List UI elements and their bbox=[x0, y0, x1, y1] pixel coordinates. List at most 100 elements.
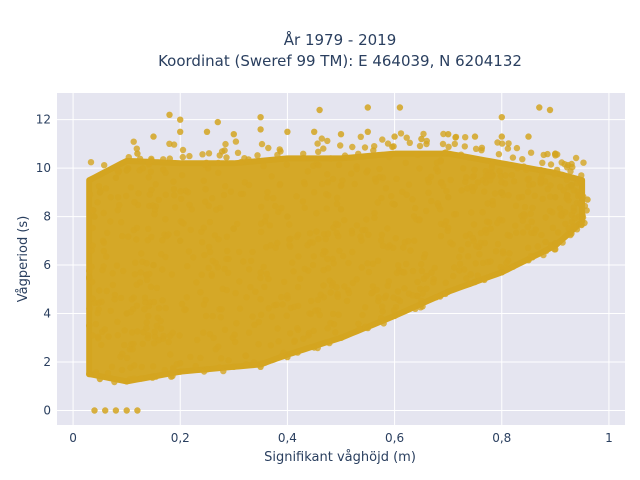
scatter-point bbox=[437, 158, 444, 165]
scatter-point bbox=[570, 204, 577, 211]
scatter-point bbox=[348, 230, 356, 237]
scatter-point bbox=[202, 296, 209, 304]
scatter-point bbox=[393, 175, 400, 182]
scatter-point bbox=[149, 363, 157, 370]
scatter-point bbox=[563, 164, 571, 171]
scatter-point bbox=[118, 219, 125, 226]
scatter-point bbox=[121, 327, 128, 334]
x-tick-label: 0,8 bbox=[492, 431, 511, 445]
scatter-point bbox=[311, 344, 318, 351]
scatter-point bbox=[86, 322, 93, 329]
scatter-point bbox=[104, 229, 111, 237]
scatter-point bbox=[252, 288, 259, 295]
scatter-point bbox=[284, 128, 291, 135]
scatter-point bbox=[300, 335, 307, 342]
scatter-point bbox=[150, 298, 158, 306]
scatter-point bbox=[327, 155, 334, 162]
scatter-point bbox=[243, 294, 250, 301]
scatter-point bbox=[378, 231, 386, 238]
scatter-point bbox=[248, 257, 255, 265]
scatter-point bbox=[439, 140, 447, 148]
scatter-point bbox=[178, 172, 186, 179]
scatter-point bbox=[375, 297, 382, 305]
scatter-point bbox=[562, 220, 569, 228]
scatter-point bbox=[308, 297, 315, 305]
scatter-point bbox=[578, 221, 585, 229]
scatter-point bbox=[236, 248, 243, 256]
scatter-point bbox=[563, 176, 571, 183]
scatter-point bbox=[166, 111, 173, 119]
scatter-point bbox=[262, 213, 270, 220]
scatter-point bbox=[88, 278, 96, 286]
scatter-point bbox=[380, 320, 387, 327]
scatter-point bbox=[119, 232, 126, 240]
scatter-point bbox=[123, 354, 131, 362]
scatter-point bbox=[378, 194, 385, 202]
scatter-point bbox=[141, 294, 149, 301]
scatter-point bbox=[209, 312, 216, 320]
y-tick-label: 4 bbox=[43, 307, 51, 321]
scatter-point bbox=[227, 188, 235, 195]
scatter-point bbox=[379, 174, 387, 181]
scatter-point bbox=[423, 207, 430, 215]
scatter-point bbox=[539, 195, 546, 203]
scatter-point bbox=[420, 130, 427, 138]
scatter-point bbox=[270, 194, 277, 202]
scatter-point bbox=[581, 202, 589, 210]
scatter-point bbox=[478, 144, 486, 151]
scatter-point bbox=[552, 194, 559, 201]
scatter-point bbox=[291, 338, 298, 345]
scatter-point bbox=[489, 201, 497, 208]
scatter-point bbox=[242, 352, 250, 360]
scatter-point bbox=[123, 167, 130, 174]
scatter-point bbox=[414, 292, 421, 300]
scatter-point bbox=[178, 300, 186, 308]
scatter-point bbox=[461, 143, 468, 150]
scatter-point bbox=[197, 354, 204, 361]
scatter-point bbox=[468, 183, 475, 190]
scatter-point bbox=[197, 289, 204, 296]
scatter-point bbox=[371, 175, 379, 182]
scatter-point bbox=[464, 240, 472, 248]
scatter-point bbox=[324, 255, 331, 263]
scatter-point bbox=[162, 304, 169, 312]
scatter-point bbox=[341, 152, 349, 159]
scatter-point bbox=[296, 275, 304, 282]
scatter-point bbox=[482, 226, 489, 234]
scatter-point bbox=[130, 340, 137, 348]
scatter-point bbox=[257, 274, 264, 282]
scatter-point bbox=[186, 152, 193, 160]
scatter-point bbox=[107, 218, 114, 225]
scatter-point bbox=[210, 334, 217, 342]
scatter-point bbox=[320, 282, 327, 289]
scatter-point bbox=[123, 378, 130, 385]
scatter-point bbox=[498, 133, 505, 140]
scatter-point bbox=[230, 363, 237, 370]
scatter-point bbox=[431, 264, 438, 272]
scatter-point bbox=[539, 172, 546, 179]
scatter-point bbox=[557, 211, 564, 219]
scatter-point bbox=[160, 166, 167, 173]
scatter-point bbox=[114, 194, 122, 201]
scatter-point bbox=[257, 296, 264, 303]
scatter-point bbox=[365, 231, 372, 238]
scatter-point bbox=[416, 216, 423, 223]
scatter-point bbox=[309, 239, 316, 246]
scatter-point bbox=[474, 179, 482, 186]
scatter-point bbox=[237, 190, 245, 198]
scatter-point bbox=[123, 192, 130, 200]
scatter-point bbox=[558, 159, 565, 166]
scatter-point bbox=[330, 260, 337, 267]
scatter-point bbox=[95, 299, 103, 306]
scatter-point bbox=[494, 139, 501, 146]
scatter-point bbox=[531, 192, 538, 199]
scatter-point bbox=[145, 225, 152, 232]
scatter-point bbox=[472, 145, 480, 152]
scatter-point bbox=[205, 264, 212, 272]
scatter-point bbox=[333, 200, 341, 208]
scatter-point bbox=[379, 136, 386, 143]
scatter-point bbox=[494, 219, 501, 227]
scatter-point bbox=[304, 242, 311, 249]
scatter-point bbox=[358, 237, 365, 244]
scatter-point bbox=[107, 194, 114, 201]
